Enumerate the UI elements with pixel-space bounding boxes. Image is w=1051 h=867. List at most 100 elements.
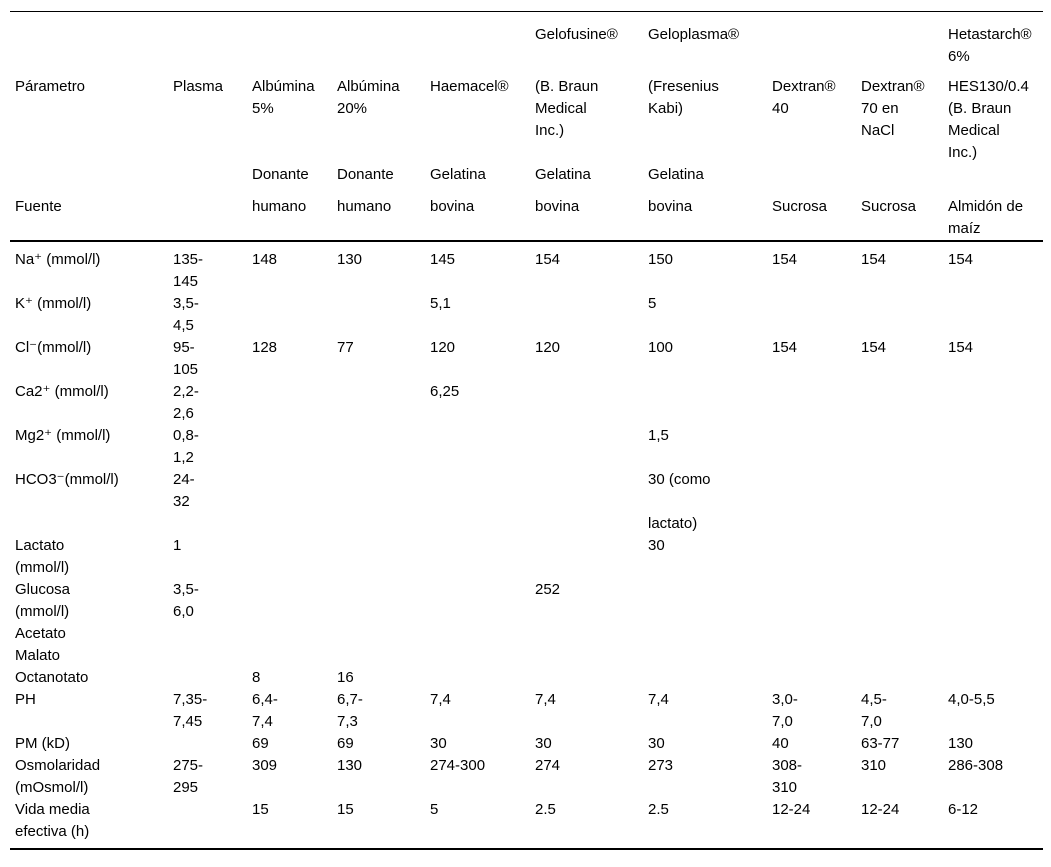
- cell-value: 4,0-5,5: [948, 691, 995, 708]
- source-header: Gelatina bovina: [535, 164, 648, 241]
- table-row: Glucosa (mmol/l) 3,5- 6,0 252: [10, 579, 1043, 623]
- column-brand-name: [861, 24, 944, 76]
- cell-value: 274: [535, 757, 561, 774]
- column-header: Párametro: [10, 12, 173, 165]
- cell-value: 2.5: [648, 801, 669, 818]
- cell-value: 16: [337, 669, 354, 686]
- source-header: Fuente: [10, 164, 173, 241]
- row-label: Osmolaridad (mOsmol/l): [15, 757, 101, 796]
- table-row: HCO3⁻(mmol/l) 24- 32 30 (como lactato): [10, 469, 1043, 535]
- cell-value: [648, 579, 772, 623]
- table-row: Octanotato 8 16: [10, 667, 1043, 689]
- cell-value: 154: [535, 251, 561, 268]
- row-label: K⁺ (mmol/l): [15, 295, 92, 312]
- cell-value: 69: [337, 735, 354, 752]
- column-brand-name: [772, 24, 857, 76]
- cell-value: [252, 381, 337, 425]
- column-brand-name: Geloplasma®: [648, 26, 740, 43]
- header-row-products: Párametro Plasma Albúmina 5% Albúmina 20% Ha…: [10, 12, 1043, 165]
- cell-value: [252, 469, 337, 535]
- table-row: Osmolaridad (mOsmol/l) 275- 295 309 130 274-…: [10, 755, 1043, 799]
- cell-value: [337, 293, 430, 337]
- cell-value: [535, 469, 648, 535]
- column-label: Plasma: [173, 78, 224, 95]
- column-label: Haemacel®: [430, 78, 509, 95]
- cell-value: 275- 295: [173, 757, 204, 796]
- column-header: Gelofusine® (B. Braun Medical Inc.): [535, 12, 648, 165]
- cell-value: 3,0- 7,0: [772, 691, 798, 730]
- source-line-top: [861, 164, 944, 196]
- cell-value: 30: [648, 735, 665, 752]
- cell-value: [337, 535, 430, 579]
- cell-value: [337, 579, 430, 623]
- cell-value: [337, 425, 430, 469]
- cell-value: 154: [948, 339, 974, 356]
- cell-value: [861, 667, 948, 689]
- cell-value: [648, 645, 772, 667]
- cell-value: 1,5: [648, 427, 669, 444]
- column-brand-name: Hetastarch® 6%: [948, 26, 1032, 65]
- cell-value: 145: [430, 251, 456, 268]
- source-line-top: Donante: [337, 166, 394, 183]
- column-label: Albúmina 5%: [252, 78, 315, 117]
- cell-value: [430, 645, 535, 667]
- cell-value: 95- 105: [173, 339, 199, 378]
- column-label: (B. Braun Medical Inc.): [535, 78, 599, 139]
- cell-value: 308- 310: [772, 757, 803, 796]
- cell-value: [861, 293, 948, 337]
- row-label: Glucosa (mmol/l): [15, 581, 71, 620]
- cell-value: 6,4- 7,4: [252, 691, 278, 730]
- cell-value: 7,35- 7,45: [173, 691, 208, 730]
- source-line-top: [173, 164, 248, 196]
- source-label: bovina: [535, 198, 580, 215]
- cell-value: [948, 623, 1043, 645]
- column-brand-name: [430, 24, 531, 76]
- column-brand-name: [252, 24, 333, 76]
- cell-value: [252, 535, 337, 579]
- cell-value: 274-300: [430, 757, 486, 774]
- cell-value: 4,5- 7,0: [861, 691, 887, 730]
- cell-value: 7,4: [648, 691, 669, 708]
- source-line-top: [948, 164, 1039, 196]
- row-label: Vida media efectiva (h): [15, 801, 90, 840]
- table-row: Na⁺ (mmol/l) 135- 145 148 130 145 154 150 154 15…: [10, 241, 1043, 293]
- cell-value: [430, 667, 535, 689]
- column-label: Dextran® 70 en NaCl: [861, 78, 925, 139]
- column-header: Plasma: [173, 12, 252, 165]
- source-header: Sucrosa: [861, 164, 948, 241]
- cell-value: 3,5- 4,5: [173, 295, 199, 334]
- cell-value: [430, 535, 535, 579]
- cell-value: 15: [337, 801, 354, 818]
- cell-value: [173, 733, 252, 755]
- cell-value: [861, 469, 948, 535]
- column-brand-name: Gelofusine®: [535, 26, 618, 43]
- cell-value: 2.5: [535, 801, 556, 818]
- cell-value: 77: [337, 339, 354, 356]
- column-header: Hetastarch® 6% HES130/0.4 (B. Braun Medic…: [948, 12, 1043, 165]
- source-line-top: Donante: [252, 166, 309, 183]
- row-label: Cl⁻(mmol/l): [15, 339, 92, 356]
- cell-value: [535, 535, 648, 579]
- cell-value: [535, 293, 648, 337]
- source-label: Fuente: [15, 198, 62, 215]
- cell-value: [173, 799, 252, 849]
- source-header: Gelatina bovina: [430, 164, 535, 241]
- cell-value: [252, 293, 337, 337]
- cell-value: 128: [252, 339, 278, 356]
- cell-value: 5: [648, 295, 657, 312]
- source-label: bovina: [430, 198, 475, 215]
- cell-value: [648, 623, 772, 645]
- column-header: Haemacel®: [430, 12, 535, 165]
- cell-value: 40: [772, 735, 789, 752]
- cell-value: 5: [430, 801, 439, 818]
- table-body: Na⁺ (mmol/l) 135- 145 148 130 145 154 150 154 15…: [10, 241, 1043, 849]
- cell-value: [430, 425, 535, 469]
- cell-value: [535, 667, 648, 689]
- source-header: Sucrosa: [772, 164, 861, 241]
- cell-value: [772, 579, 861, 623]
- cell-value: 154: [772, 251, 798, 268]
- cell-value: [861, 425, 948, 469]
- row-label: Malato: [15, 647, 61, 664]
- cell-value: 2,2- 2,6: [173, 383, 199, 422]
- table-row: Malato: [10, 645, 1043, 667]
